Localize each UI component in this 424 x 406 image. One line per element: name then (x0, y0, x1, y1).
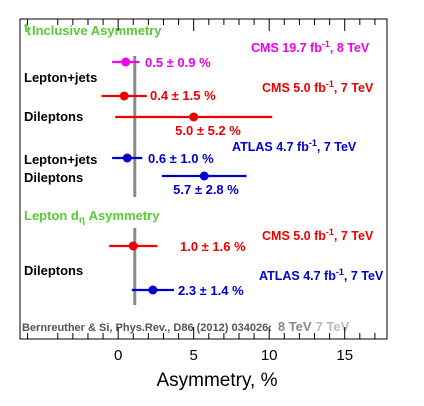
data-point (128, 241, 138, 251)
data-point (121, 57, 131, 67)
section-title-lepton: Lepton dη Asymmetry (24, 208, 160, 226)
x-tick-label: 5 (190, 347, 198, 364)
data-point (148, 285, 158, 295)
value-label: 0.5 ± 0.9 % (145, 55, 211, 70)
data-point (122, 153, 132, 163)
channel-label: Dileptons (24, 109, 83, 124)
value-label: 5.7 ± 2.8 % (173, 182, 239, 197)
channel-label: Lepton+jets (24, 152, 97, 167)
x-axis-label: Asymmetry, % (156, 370, 277, 391)
theory-reference: Bernreuther & Si, Phys.Rev., D86 (2012) … (22, 319, 350, 334)
x-tick-label: 10 (261, 347, 278, 364)
data-point (119, 91, 129, 101)
experiment-label: CMS 5.0 fb-1, 7 TeV (262, 79, 374, 95)
plot-frame (19, 18, 388, 340)
channel-label: Dileptons (24, 170, 83, 185)
experiment-label: CMS 19.7 fb-1, 8 TeV (251, 39, 370, 55)
value-label: 5.0 ± 5.2 % (175, 123, 241, 138)
value-label: 0.4 ± 1.5 % (150, 88, 216, 103)
channel-label: Lepton+jets (24, 70, 97, 85)
value-label: 1.0 ± 1.6 % (180, 239, 246, 254)
x-tick-label: 0 (114, 347, 122, 364)
x-tick-label: 15 (336, 347, 353, 364)
experiment-label: CMS 5.0 fb-1, 7 TeV (262, 227, 374, 243)
value-label: 0.6 ± 1.0 % (148, 151, 214, 166)
experiment-label: ATLAS 4.7 fb-1, 7 TeV (259, 267, 384, 283)
data-point (199, 171, 209, 181)
section-title-inclusive: tt Inclusive Asymmetry (24, 20, 162, 38)
value-label: 2.3 ± 1.4 % (178, 283, 244, 298)
channel-label: Dileptons (24, 263, 83, 278)
experiment-label: ATLAS 4.7 fb-1, 7 TeV (232, 138, 357, 154)
data-point (189, 112, 199, 122)
